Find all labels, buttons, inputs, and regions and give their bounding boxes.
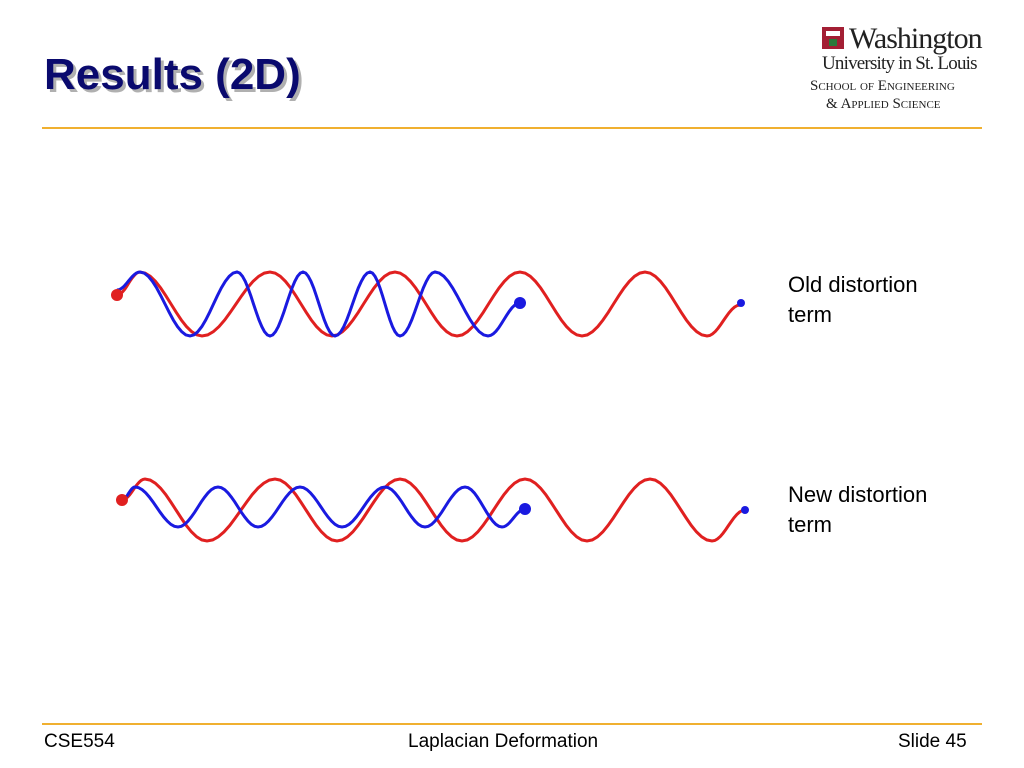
figure-label: New distortion term [788, 482, 928, 537]
footer-course: CSE554 [44, 731, 115, 752]
blue-curve [121, 485, 526, 529]
header-rule [42, 127, 982, 129]
red-curve [116, 270, 741, 338]
footer-rule [42, 723, 982, 725]
logo-shield [822, 27, 844, 49]
figure-label: Old distortion term [788, 272, 918, 327]
start-point [111, 289, 123, 301]
logo-line: School of Engineering [810, 78, 955, 94]
logo-line: University in St. Louis [822, 53, 978, 74]
red-curve [121, 477, 746, 543]
logo-line: Washington [849, 22, 983, 55]
end-point [741, 506, 749, 514]
footer-slide-number: Slide 45 [898, 731, 967, 752]
end-point [737, 299, 745, 307]
end-point [519, 503, 531, 515]
end-point [514, 297, 526, 309]
start-point [116, 494, 128, 506]
logo-line: & Applied Science [826, 96, 941, 112]
footer-topic: Laplacian Deformation [408, 731, 599, 752]
slide-title: Results (2D) [44, 50, 301, 99]
blue-curve [116, 270, 521, 338]
